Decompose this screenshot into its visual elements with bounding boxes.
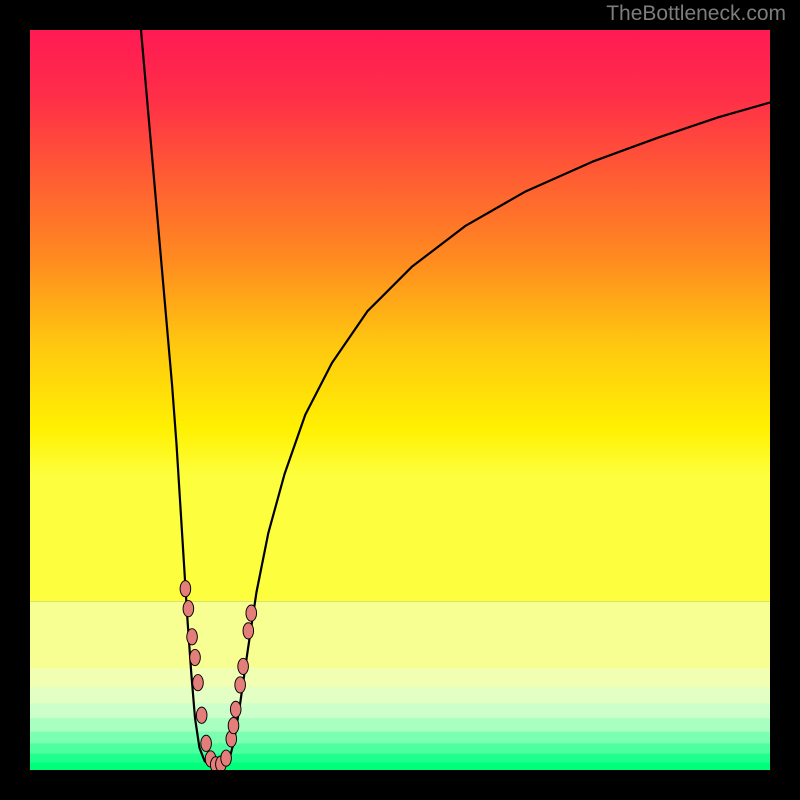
chart-area — [30, 30, 770, 770]
curve-markers — [30, 30, 770, 770]
watermark-text: TheBottleneck.com — [606, 2, 786, 26]
